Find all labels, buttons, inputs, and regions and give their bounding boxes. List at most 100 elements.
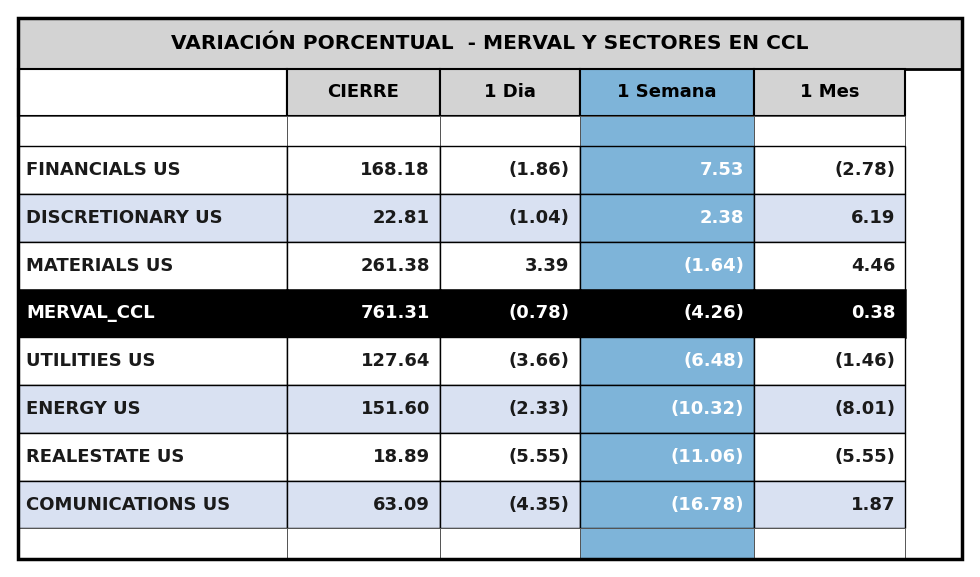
Text: DISCRETIONARY US: DISCRETIONARY US: [26, 209, 222, 227]
Bar: [18, 18, 962, 69]
Text: (1.86): (1.86): [509, 161, 569, 179]
Bar: [440, 338, 580, 385]
Bar: [287, 338, 440, 385]
Text: (10.32): (10.32): [671, 400, 745, 418]
Text: 151.60: 151.60: [361, 400, 430, 418]
Text: 3.39: 3.39: [525, 257, 569, 275]
Bar: [580, 290, 755, 338]
Text: COMUNICATIONS US: COMUNICATIONS US: [26, 496, 230, 514]
Bar: [580, 529, 755, 559]
Bar: [440, 115, 580, 146]
Text: 1 Semana: 1 Semana: [617, 83, 716, 101]
Bar: [580, 194, 755, 242]
Text: (1.04): (1.04): [509, 209, 569, 227]
Bar: [580, 146, 755, 194]
Bar: [755, 115, 906, 146]
Text: UTILITIES US: UTILITIES US: [26, 352, 156, 370]
Bar: [440, 433, 580, 481]
Text: (16.78): (16.78): [671, 496, 745, 514]
Bar: [755, 242, 906, 290]
Text: (3.66): (3.66): [509, 352, 569, 370]
Bar: [287, 385, 440, 433]
Bar: [755, 194, 906, 242]
Text: CIERRE: CIERRE: [327, 83, 400, 101]
Bar: [18, 290, 287, 338]
Text: 0.38: 0.38: [851, 305, 896, 323]
Bar: [287, 481, 440, 529]
Bar: [18, 242, 287, 290]
Text: 18.89: 18.89: [372, 448, 430, 466]
Text: (0.78): (0.78): [509, 305, 569, 323]
Text: 261.38: 261.38: [361, 257, 430, 275]
Bar: [580, 385, 755, 433]
Bar: [18, 194, 287, 242]
Bar: [287, 290, 440, 338]
Text: (4.35): (4.35): [509, 496, 569, 514]
Text: REALESTATE US: REALESTATE US: [26, 448, 184, 466]
Bar: [18, 69, 287, 115]
Bar: [440, 242, 580, 290]
Text: 63.09: 63.09: [373, 496, 430, 514]
Bar: [18, 146, 287, 194]
Bar: [440, 481, 580, 529]
Text: ENERGY US: ENERGY US: [26, 400, 140, 418]
Text: 4.46: 4.46: [851, 257, 896, 275]
Text: 168.18: 168.18: [361, 161, 430, 179]
Bar: [18, 529, 287, 559]
Bar: [755, 69, 906, 115]
Bar: [580, 481, 755, 529]
Text: MATERIALS US: MATERIALS US: [26, 257, 173, 275]
Bar: [755, 290, 906, 338]
Text: 761.31: 761.31: [361, 305, 430, 323]
Bar: [287, 115, 440, 146]
Bar: [580, 115, 755, 146]
Text: 2.38: 2.38: [700, 209, 745, 227]
Bar: [440, 529, 580, 559]
Bar: [287, 529, 440, 559]
Text: 7.53: 7.53: [700, 161, 745, 179]
Text: (1.64): (1.64): [683, 257, 745, 275]
Bar: [287, 433, 440, 481]
Bar: [580, 242, 755, 290]
Text: VARIACIÓN PORCENTUAL  - MERVAL Y SECTORES EN CCL: VARIACIÓN PORCENTUAL - MERVAL Y SECTORES…: [172, 34, 808, 53]
Text: (8.01): (8.01): [834, 400, 896, 418]
Bar: [287, 242, 440, 290]
Bar: [755, 338, 906, 385]
Bar: [18, 433, 287, 481]
Bar: [18, 481, 287, 529]
Text: 1.87: 1.87: [851, 496, 896, 514]
Bar: [18, 385, 287, 433]
Text: 127.64: 127.64: [361, 352, 430, 370]
Bar: [287, 194, 440, 242]
Text: 1 Mes: 1 Mes: [800, 83, 859, 101]
Bar: [755, 529, 906, 559]
Text: 6.19: 6.19: [851, 209, 896, 227]
Text: (2.33): (2.33): [509, 400, 569, 418]
Bar: [18, 115, 287, 146]
Bar: [755, 481, 906, 529]
Text: 1 Dia: 1 Dia: [484, 83, 536, 101]
Text: (5.55): (5.55): [509, 448, 569, 466]
Bar: [755, 146, 906, 194]
Bar: [18, 338, 287, 385]
Bar: [580, 338, 755, 385]
Bar: [755, 433, 906, 481]
Text: (5.55): (5.55): [835, 448, 896, 466]
Bar: [440, 146, 580, 194]
Bar: [580, 433, 755, 481]
Bar: [287, 69, 440, 115]
Bar: [580, 69, 755, 115]
Text: (6.48): (6.48): [683, 352, 745, 370]
Bar: [440, 385, 580, 433]
Bar: [287, 146, 440, 194]
Text: 22.81: 22.81: [373, 209, 430, 227]
Bar: [440, 290, 580, 338]
Text: FINANCIALS US: FINANCIALS US: [26, 161, 180, 179]
Bar: [440, 69, 580, 115]
Bar: [755, 385, 906, 433]
Bar: [440, 194, 580, 242]
Text: (11.06): (11.06): [671, 448, 745, 466]
Text: (1.46): (1.46): [835, 352, 896, 370]
Text: (4.26): (4.26): [683, 305, 745, 323]
Text: MERVAL_CCL: MERVAL_CCL: [26, 305, 155, 323]
